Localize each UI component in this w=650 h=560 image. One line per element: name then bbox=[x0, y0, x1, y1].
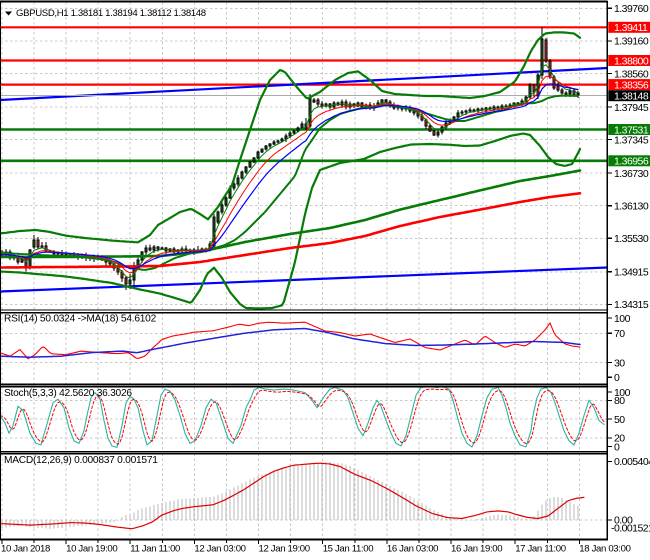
svg-text:1.38356: 1.38356 bbox=[614, 79, 649, 91]
svg-text:80: 80 bbox=[614, 395, 625, 407]
svg-text:16 Jan 03:00: 16 Jan 03:00 bbox=[387, 544, 438, 555]
svg-text:1.37345: 1.37345 bbox=[614, 134, 649, 146]
svg-text:30: 30 bbox=[614, 357, 625, 369]
svg-text:0: 0 bbox=[614, 372, 620, 384]
svg-text:Stoch(5,3,3) 42.5620 36.3026: Stoch(5,3,3) 42.5620 36.3026 bbox=[4, 388, 132, 399]
svg-text:1.36130: 1.36130 bbox=[614, 201, 649, 213]
svg-text:1.38148: 1.38148 bbox=[614, 91, 649, 103]
svg-text:1.39411: 1.39411 bbox=[614, 22, 648, 34]
svg-text:17 Jan 11:00: 17 Jan 11:00 bbox=[515, 544, 566, 555]
svg-text:0.00: 0.00 bbox=[614, 515, 633, 527]
svg-text:100: 100 bbox=[614, 313, 631, 325]
svg-text:1.39760: 1.39760 bbox=[614, 3, 649, 15]
svg-text:10 Jan 19:00: 10 Jan 19:00 bbox=[66, 544, 117, 555]
svg-text:1.36730: 1.36730 bbox=[614, 168, 649, 180]
svg-text:70: 70 bbox=[614, 328, 625, 340]
svg-text:16 Jan 19:00: 16 Jan 19:00 bbox=[451, 544, 502, 555]
svg-text:-0.001521: -0.001521 bbox=[611, 523, 650, 535]
svg-text:12 Jan 03:00: 12 Jan 03:00 bbox=[194, 544, 245, 555]
svg-text:RSI(14) 50.0324 ->MA(18) 54.6: RSI(14) 50.0324 ->MA(18) 54.6102 bbox=[4, 314, 157, 325]
svg-text:1.34315: 1.34315 bbox=[614, 299, 649, 311]
svg-text:18 Jan 03:00: 18 Jan 03:00 bbox=[579, 544, 630, 555]
svg-text:1.38560: 1.38560 bbox=[614, 68, 649, 80]
svg-text:1.37531: 1.37531 bbox=[614, 124, 649, 136]
svg-text:12 Jan 19:00: 12 Jan 19:00 bbox=[259, 544, 310, 555]
svg-text:10 Jan 2018: 10 Jan 2018 bbox=[1, 544, 50, 555]
svg-text:11 Jan 11:00: 11 Jan 11:00 bbox=[130, 544, 180, 555]
svg-text:15 Jan 11:00: 15 Jan 11:00 bbox=[323, 544, 374, 555]
svg-text:GBPUSD,H1 1.38181 1.38194 1.3: GBPUSD,H1 1.38181 1.38194 1.38112 1.3814… bbox=[16, 8, 206, 19]
svg-text:0: 0 bbox=[614, 441, 620, 453]
svg-text:1.35530: 1.35530 bbox=[614, 233, 649, 245]
svg-text:1.39160: 1.39160 bbox=[614, 36, 649, 48]
svg-text:20: 20 bbox=[614, 433, 625, 445]
svg-text:0.005404: 0.005404 bbox=[614, 456, 650, 468]
svg-text:100: 100 bbox=[614, 387, 631, 399]
svg-text:50: 50 bbox=[614, 414, 625, 426]
svg-text:MACD(12,26,9) 0.000837 0.00157: MACD(12,26,9) 0.000837 0.001571 bbox=[4, 455, 158, 466]
svg-text:1.36956: 1.36956 bbox=[614, 156, 649, 168]
svg-text:1.37945: 1.37945 bbox=[614, 102, 649, 114]
svg-text:1.38800: 1.38800 bbox=[614, 55, 649, 67]
svg-text:1.34915: 1.34915 bbox=[614, 267, 649, 279]
